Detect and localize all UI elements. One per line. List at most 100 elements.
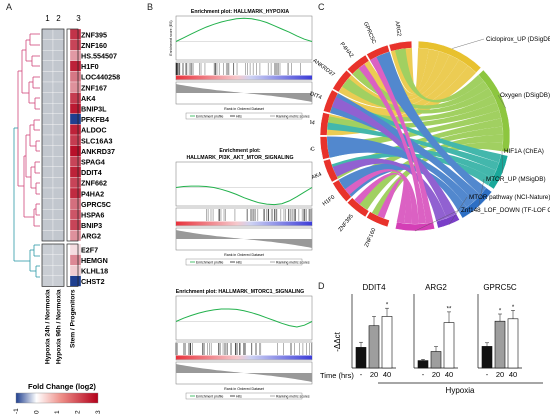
bar-category-label: 20 (370, 370, 378, 379)
bar (381, 316, 393, 369)
ranking-bar (176, 221, 312, 226)
heatmap-cell (69, 156, 82, 167)
heatmap-cell (52, 230, 65, 242)
gene-label: LOC440258 (81, 73, 120, 82)
chord-ribbon (327, 122, 499, 171)
heatmap-cell (41, 156, 54, 167)
heatmap-cell (69, 177, 82, 189)
chord-ribbon (331, 97, 457, 219)
gene-label: SPAG4 (81, 157, 105, 166)
legend-tick: -1 (13, 408, 20, 414)
heatmap-cell (41, 39, 54, 51)
chord-ribbon (377, 177, 407, 224)
gene-label: ZNF395 (338, 213, 355, 233)
gene-label: ARG2 (393, 21, 401, 37)
significance-mark: * (386, 303, 389, 309)
chord-ribbon (340, 126, 503, 193)
gsea-legend-frame (185, 112, 303, 120)
heatmap-cell (41, 134, 54, 146)
heatmap-cell (52, 92, 65, 104)
bar-chart-title: GPRC5C (483, 283, 517, 292)
heatmap-cell (69, 60, 82, 72)
column-label: Hypoxia 24h / Normoxia (45, 289, 52, 364)
gsea-xlabel: Rank in Ordered Dataset (224, 107, 264, 111)
heatmap-cell (41, 50, 54, 61)
gsea-legend-label: Ranking metric scores (276, 114, 310, 118)
gene-label: ANKRD37 (81, 147, 115, 156)
bar-ylabel: -ΔΔct (333, 331, 342, 351)
heatmap-cell (52, 113, 65, 125)
heatmap-cell (41, 81, 54, 93)
bar (417, 360, 429, 369)
gsea-title: HALLMARK_PI3K_AKT_MTOR_SIGNALING (186, 155, 293, 161)
gsea-legend-label: Enrichment profile (196, 394, 223, 398)
legend-tick: 3 (95, 410, 102, 414)
gene-label: BNIP3 (81, 221, 102, 230)
gene-label: GPRC5C (362, 21, 377, 45)
heatmap-cell (69, 71, 82, 83)
column-number: 3 (76, 14, 81, 23)
heatmap-cell (69, 50, 82, 61)
chord-ribbon (358, 134, 503, 210)
bar (494, 320, 506, 369)
heatmap-cell (52, 50, 65, 61)
heatmap-cell (69, 92, 82, 104)
bar-category-label: 20 (496, 370, 504, 379)
column-number: 2 (56, 14, 61, 23)
gsea-legend-frame (185, 392, 303, 400)
time-label: Time (hrs) (320, 371, 354, 380)
chord-ribbon (394, 48, 484, 103)
gene-label: ALDOC (310, 146, 315, 154)
bar (355, 347, 367, 369)
bar-category-label: 40 (383, 370, 391, 379)
panel-label-c: C (318, 2, 325, 12)
es-frame (175, 161, 313, 207)
gsea-plot: Enrichment plot: HALLMARK_HYPOXIA Enrichm… (169, 9, 313, 120)
heatmap-cell (52, 275, 65, 287)
gsea-title: Enrichment plot: HALLMARK_MTORC1_SIGNALI… (176, 289, 304, 295)
heatmap-cell (52, 209, 65, 220)
chord-ribbon (333, 118, 503, 179)
gsea-xlabel: Rank in Ordered Dataset (224, 253, 264, 257)
gsea-legend-label: Enrichment profile (196, 260, 223, 264)
bar-chart-title: DDIT4 (362, 283, 386, 292)
gene-label: CHST2 (81, 277, 105, 286)
column-label: Stem / Progenitors (70, 289, 77, 348)
chord-ribbon (344, 169, 419, 224)
gsea-legend-label: Hits (236, 260, 242, 264)
gene-label: DDIT4 (81, 168, 102, 177)
set-leader-line (448, 196, 468, 225)
heatmap-cell (41, 60, 54, 72)
heatmap-cell (52, 60, 65, 72)
heatmap-cell (52, 103, 65, 114)
heatmap-cell (41, 275, 54, 287)
chord-ribbon (342, 78, 493, 114)
heatmap-cell (41, 177, 54, 189)
chord-ribbon (327, 136, 474, 208)
chord-ribbon (352, 67, 489, 109)
heatmap-cell (41, 265, 54, 276)
heatmap-cell (69, 103, 82, 114)
gsea-legend-frame (185, 258, 303, 266)
gsea-title: Enrichment plot: HALLMARK_HYPOXIA (191, 9, 290, 15)
chord-ribbon (354, 172, 412, 224)
es-frame (175, 295, 313, 341)
gene-label: AK4 (311, 172, 323, 182)
gsea-plot: Enrichment plot: HALLMARK_MTORC1_SIGNALI… (175, 289, 313, 400)
heatmap-cell (52, 156, 65, 167)
heatmap-cell (41, 230, 54, 242)
chord-ribbon (333, 95, 502, 163)
ranked-metric (176, 230, 312, 248)
gene-label: H1F0 (322, 194, 337, 207)
gene-label: ZNF160 (364, 227, 378, 248)
heatmap-border (66, 243, 79, 287)
heatmap-cell (41, 71, 54, 83)
gene-label: ANKRD37 (311, 58, 335, 78)
hypoxia-label: Hypoxia (446, 386, 475, 395)
gene-label: P4HA2 (81, 189, 104, 198)
heatmap-cell (52, 187, 65, 199)
significance-mark: * (512, 305, 515, 311)
gsea-legend-label: Enrichment profile (196, 114, 223, 118)
